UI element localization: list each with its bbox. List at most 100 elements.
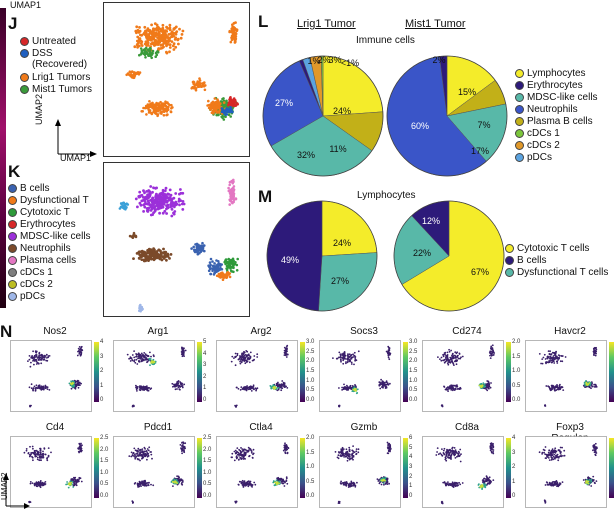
feature-point [458,357,460,360]
feature-point [249,387,252,390]
feature-point [384,383,387,386]
umap-point [209,272,213,276]
feature-point [76,379,79,382]
feature-point [453,454,456,457]
umap-point [203,88,207,92]
umap-point [173,205,176,209]
feature-point [350,363,353,365]
feature-point [236,447,239,449]
feature-point [79,384,81,387]
feature-point [449,484,452,486]
feature-point [276,382,279,385]
feature-plot-title: Cd8a [455,422,479,433]
legend-label: cDCs 2 [20,279,53,290]
feature-point [482,382,485,384]
feature-point [555,386,557,388]
umap-point [193,249,197,252]
feature-point [78,346,81,348]
umap-point [197,246,200,249]
feature-point [44,356,46,359]
panel-j-umap-plot [125,21,239,121]
panel-l-col2-title: Mist1 Tumor [405,18,466,30]
umap-point [152,103,155,107]
umap-point [174,45,178,49]
feature-point [231,452,234,455]
feature-point [285,352,287,355]
feature-point [80,345,83,348]
feature-point [458,352,461,355]
feature-point [487,381,490,383]
feature-point [555,360,558,363]
feature-point [151,457,153,460]
feature-point [337,454,340,457]
colorbar-tick: 0.5 [100,481,109,488]
lrig1-immune-pie-label: 2% [317,55,330,65]
feature-point [481,485,483,487]
feature-point [556,357,559,360]
feature-point [559,451,562,453]
feature-point [241,353,243,356]
umap-point [166,113,169,116]
panel-m-legend-item: Cytotoxic T cells [505,243,589,254]
feature-point [549,451,552,454]
feature-point [558,388,560,391]
umap-point [142,189,145,193]
colorbar-tick: 1 [409,483,413,490]
feature-plot-frame [319,436,401,508]
umap-point [138,26,141,29]
feature-point [150,361,152,364]
umap-point [128,70,132,73]
umap-point [146,210,150,213]
feature-point [31,355,33,357]
feature-point [559,386,562,388]
feature-point [456,384,458,387]
feature-point [457,388,459,390]
feature-point [386,441,389,444]
colorbar-tick: 0.0 [512,397,521,403]
umap-point [138,253,142,257]
panel-k-legend-item: Dysfunctional T [8,195,89,206]
feature-point [554,447,557,450]
feature-point [231,355,234,358]
feature-point [75,480,77,482]
feature-point [482,480,485,483]
feature-point [583,381,586,384]
feature-point [551,361,553,364]
feature-point [341,389,343,391]
feature-point [133,405,135,408]
umap-point [217,113,220,117]
feature-point [586,383,589,385]
umap-point [222,101,226,104]
feature-point [243,350,245,353]
feature-point [447,390,449,392]
umap-point [152,203,155,207]
umap-point [228,98,231,101]
feature-point [351,449,354,452]
feature-point [554,352,557,355]
feature-point [446,355,449,357]
feature-point [346,358,349,361]
feature-point [492,451,495,453]
feature-point [442,449,445,452]
umap-point [147,108,151,112]
umap-point [146,193,149,197]
legend-label: pDCs [527,152,553,163]
umap-point [201,246,204,250]
umap-point [169,110,173,113]
feature-point [176,384,179,387]
feature-point [150,453,153,456]
umap-point [142,106,145,110]
feature-point [135,353,137,355]
feature-point [561,386,564,389]
feature-point [488,476,491,479]
umap-point [217,272,221,276]
umap-point [135,43,139,47]
feature-point [285,446,288,449]
feature-point [133,453,136,456]
legend-swatch [8,256,17,265]
umap-point [219,264,222,267]
umap-point [146,48,150,51]
feature-point [594,386,597,388]
feature-point [35,355,38,358]
feature-point [443,358,446,361]
